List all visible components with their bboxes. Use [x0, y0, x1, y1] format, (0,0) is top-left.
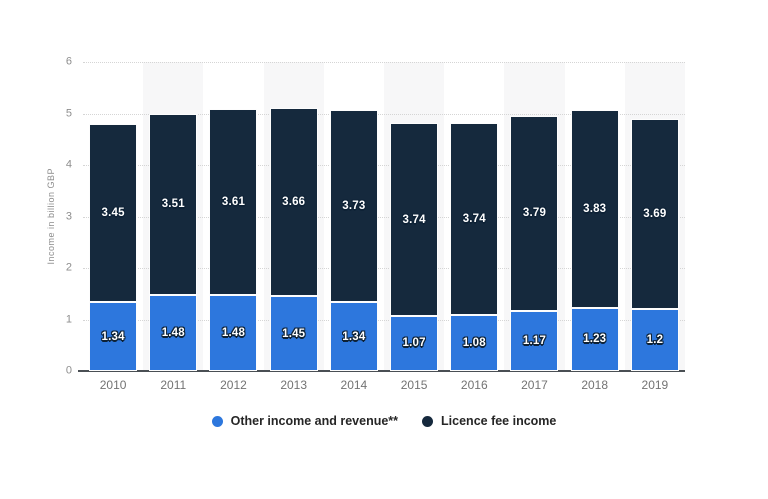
- bar-segment[interactable]: 3.66: [269, 107, 318, 297]
- y-tick-label: 0: [65, 364, 72, 377]
- bar-segment[interactable]: 1.34: [329, 302, 378, 371]
- bar-value-label: 3.66: [282, 196, 306, 209]
- legend-label: Licence fee income: [441, 414, 557, 428]
- x-axis-label: 2011: [160, 378, 187, 392]
- bar-value-label: 1.23: [583, 333, 607, 346]
- x-axis-label: 2010: [99, 378, 127, 392]
- bar-value-label: 3.73: [342, 199, 366, 212]
- bar-segment[interactable]: 1.34: [89, 302, 138, 371]
- bar-segment[interactable]: 3.61: [209, 108, 258, 295]
- bar-value-label: 1.07: [402, 337, 426, 350]
- bar-value-label: 1.48: [221, 326, 246, 339]
- bar-segment[interactable]: 3.45: [89, 124, 138, 302]
- bar-value-label: 3.45: [101, 207, 125, 220]
- y-gridline: [83, 62, 685, 63]
- y-tick-label: 3: [65, 210, 72, 222]
- bar-segment[interactable]: 3.74: [450, 122, 499, 316]
- x-axis-label: 2016: [460, 378, 488, 392]
- stacked-bar: 1.23 3.83: [570, 110, 619, 371]
- x-axis-label: 2014: [340, 378, 368, 392]
- x-axis-label: 2013: [280, 378, 308, 392]
- bar-segment[interactable]: 1.2: [630, 309, 679, 371]
- bar-segment[interactable]: 1.07: [390, 315, 439, 371]
- bar-value-label: 1.34: [342, 330, 366, 343]
- bar-value-label: 1.48: [161, 326, 185, 339]
- bar-segment[interactable]: 3.83: [570, 110, 619, 308]
- legend-marker-icon: [211, 415, 223, 427]
- y-tick-label: 5: [65, 107, 72, 119]
- bar-segment[interactable]: 3.79: [510, 115, 559, 311]
- bar-segment[interactable]: 3.69: [630, 119, 679, 310]
- stacked-bar: 1.17 3.79: [510, 115, 559, 371]
- bar-segment[interactable]: 1.08: [450, 315, 499, 371]
- y-gridline: [83, 113, 685, 115]
- bar-value-label: 3.74: [402, 213, 426, 226]
- stacked-bar: 1.48 3.51: [149, 114, 198, 371]
- x-axis-line: [78, 370, 685, 372]
- legend-item[interactable]: Other income and revenue**: [211, 414, 399, 428]
- y-tick-label: 4: [65, 158, 72, 171]
- bar-segment[interactable]: 1.23: [570, 307, 619, 371]
- y-gridline: [83, 319, 685, 321]
- x-axis-label: 2018: [581, 378, 609, 392]
- y-axis-title-wrap: Income in billion GBP: [44, 62, 58, 371]
- bar-value-label: 1.17: [522, 334, 547, 347]
- y-tick-label: 1: [65, 313, 72, 325]
- bar-value-label: 3.69: [643, 208, 667, 221]
- stacked-bar: 1.45 3.66: [269, 107, 318, 371]
- bar-value-label: 1.34: [101, 330, 125, 343]
- y-tick-label: 6: [65, 55, 72, 68]
- stacked-bar: 1.48 3.61: [209, 108, 258, 371]
- bar-value-label: 3.61: [221, 195, 246, 208]
- y-gridline: [83, 216, 685, 218]
- bar-segment[interactable]: 1.48: [209, 294, 258, 371]
- bar-value-label: 3.79: [522, 207, 547, 220]
- y-axis-title: Income in billion GBP: [46, 168, 56, 265]
- x-axis-label: 2015: [400, 378, 428, 392]
- x-axis-label: 2012: [220, 378, 247, 392]
- bar-value-label: 1.45: [282, 327, 306, 340]
- x-axis-label: 2017: [521, 378, 548, 392]
- bar-value-label: 3.51: [161, 198, 185, 211]
- legend: Other income and revenue** Licence fee in…: [0, 414, 768, 428]
- bar-segment[interactable]: 1.48: [149, 294, 198, 371]
- bar-segment[interactable]: 1.45: [269, 296, 318, 371]
- stacked-bar: 1.08 3.74: [450, 122, 499, 371]
- bar-segment[interactable]: 1.17: [510, 310, 559, 371]
- stacked-bar: 1.34 3.73: [329, 109, 378, 371]
- stacked-bar: 1.07 3.74: [390, 123, 439, 371]
- bar-value-label: 1.2: [646, 334, 664, 347]
- legend-marker-icon: [422, 415, 434, 427]
- y-tick-label: 2: [65, 261, 72, 274]
- bar-segment[interactable]: 3.73: [329, 109, 378, 302]
- bar-value-label: 3.83: [583, 203, 607, 216]
- bar-segment[interactable]: 3.74: [390, 123, 439, 316]
- y-gridline: [83, 165, 685, 166]
- y-gridline: [83, 268, 685, 269]
- bar-segment[interactable]: 3.51: [149, 114, 198, 295]
- stacked-bar: 1.2 3.69: [630, 119, 679, 371]
- stacked-bar: 1.34 3.45: [89, 124, 138, 371]
- bar-value-label: 1.08: [462, 337, 486, 350]
- legend-item[interactable]: Licence fee income: [422, 414, 556, 428]
- bar-value-label: 3.74: [462, 213, 486, 226]
- legend-label: Other income and revenue**: [230, 414, 399, 428]
- x-axis-label: 2019: [641, 378, 669, 392]
- plot-area: 0 1 2 3 4 5 6 1.34 3.45 1.48 3.51 1.48 3.61 1.45 3.66 1…: [66, 56, 685, 376]
